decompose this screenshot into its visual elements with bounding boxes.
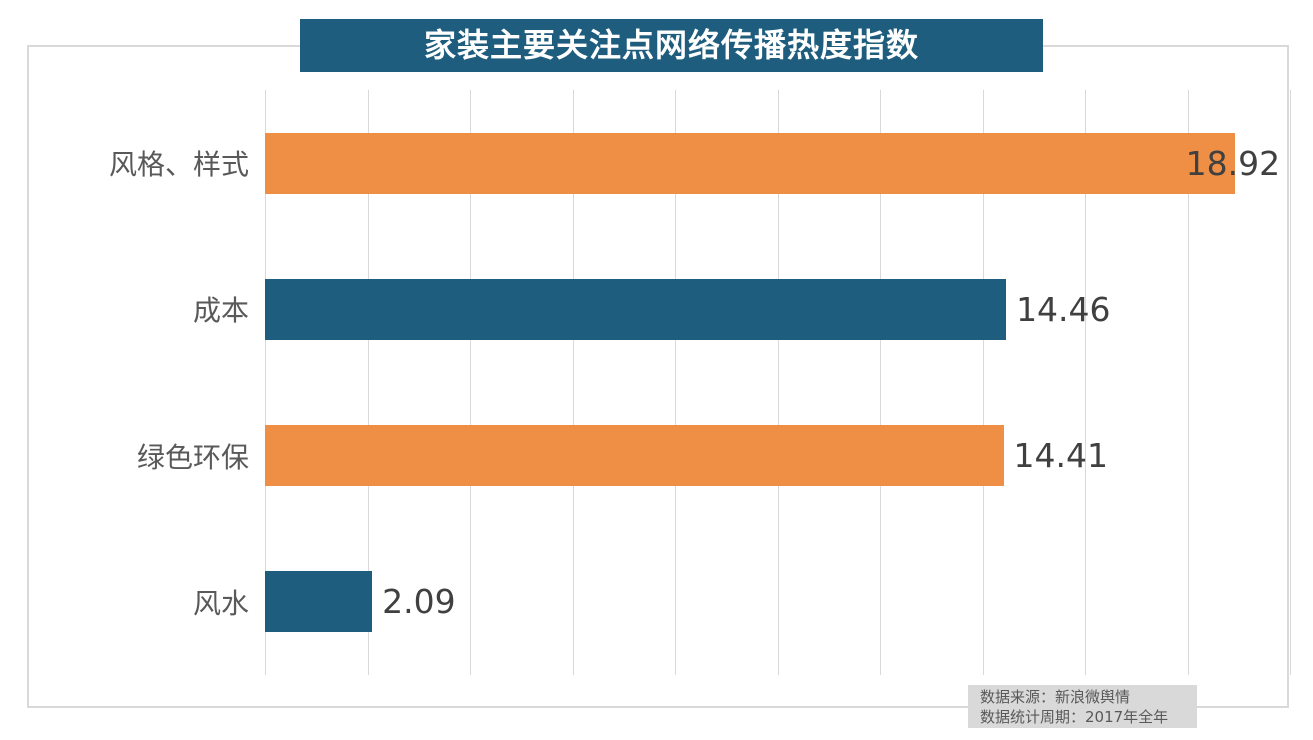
value-label: 14.41 xyxy=(1013,436,1108,476)
bar xyxy=(265,425,1004,487)
category-label: 成本 xyxy=(192,294,249,328)
value-label: 18.92 xyxy=(1185,143,1281,183)
bar xyxy=(265,571,373,633)
bar-row: 风水 2.09 xyxy=(193,529,1290,675)
gridline xyxy=(572,90,574,675)
gridline xyxy=(1290,90,1291,675)
chart-title: 家装主要关注点网络传播热度指数 xyxy=(300,19,1043,72)
value-label: 14.46 xyxy=(1016,289,1111,329)
gridline xyxy=(1187,90,1189,675)
gridline xyxy=(675,90,676,675)
gridline xyxy=(265,90,266,675)
bar-rows: 风格、样式 18.92 成本 14.46 绿色环保 14.41 风水 2.09 xyxy=(109,90,1290,675)
bar-track: 2.09 xyxy=(265,571,1290,633)
bar xyxy=(265,132,1235,194)
category-label: 风水 xyxy=(192,586,249,620)
bar xyxy=(265,278,1007,340)
bar-track: 14.41 xyxy=(265,425,1290,487)
category-label: 绿色环保 xyxy=(136,440,249,474)
plot-area: 风格、样式 18.92 成本 14.46 绿色环保 14.41 风水 2.09 xyxy=(109,90,1291,675)
gridline xyxy=(470,90,471,675)
bar-track: 18.92 xyxy=(265,132,1290,194)
source-line-2: 数据统计周期：2017年全年 xyxy=(980,708,1169,726)
gridline xyxy=(1085,90,1086,675)
category-label: 风格、样式 xyxy=(108,148,249,182)
value-label: 2.09 xyxy=(382,582,456,622)
source-note: 数据来源：新浪微舆情 数据统计周期：2017年全年 xyxy=(968,685,1197,728)
gridline xyxy=(982,90,984,675)
bar-row: 风格、样式 18.92 xyxy=(109,90,1290,236)
bar-track: 14.46 xyxy=(265,278,1290,340)
source-line-1: 数据来源：新浪微舆情 xyxy=(980,688,1131,706)
bar-row: 绿色环保 14.41 xyxy=(137,383,1290,529)
bar-row: 成本 14.46 xyxy=(193,236,1290,382)
gridline xyxy=(880,90,881,675)
gridline xyxy=(777,90,779,675)
gridline xyxy=(367,90,369,675)
